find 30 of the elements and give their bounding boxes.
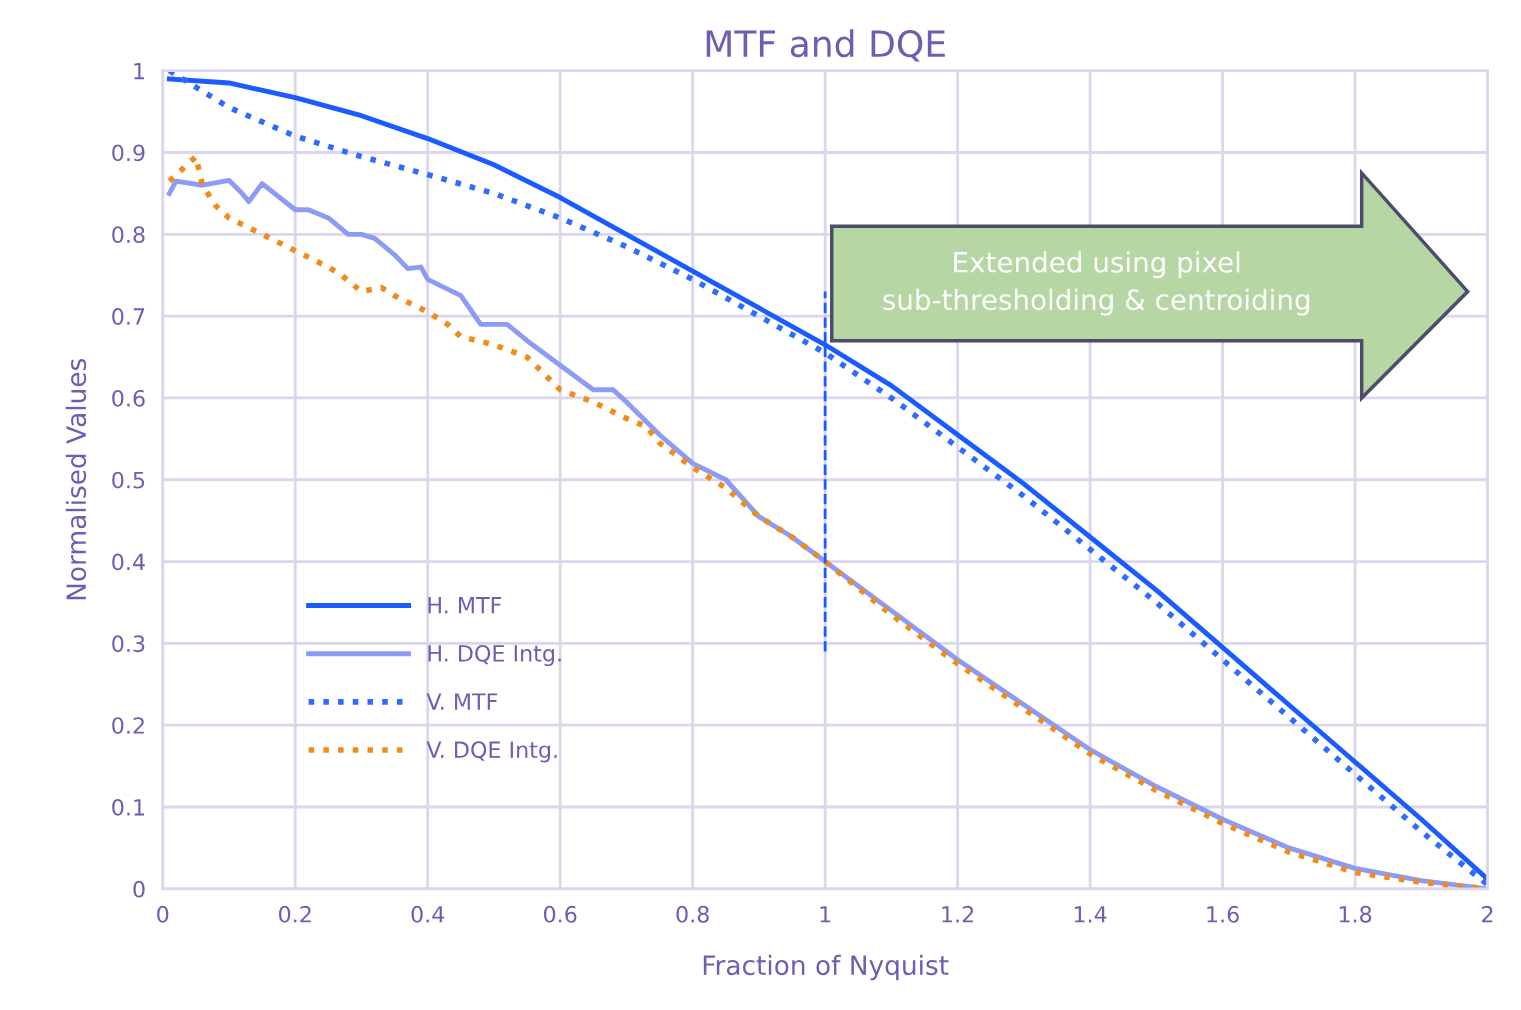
y-tick-label: 0.9 bbox=[112, 144, 145, 162]
legend-label: H. MTF bbox=[428, 597, 502, 614]
x-tick-label: 0.4 bbox=[411, 905, 445, 923]
annotation: Extended using pixel sub-thresholding & centroiding bbox=[883, 251, 1310, 316]
y-tick-label: 0.1 bbox=[112, 798, 145, 816]
legend-label: H. DQE Intg. bbox=[428, 644, 561, 667]
legend-label: V. MTF bbox=[426, 693, 498, 710]
x-axis-title: Fraction of Nyquist bbox=[703, 954, 949, 981]
x-tick-label: 1.4 bbox=[1074, 906, 1107, 923]
x-tick-label: 1.6 bbox=[1207, 905, 1239, 923]
chart-title: MTF and DQE bbox=[706, 29, 945, 62]
y-tick-label: 0.6 bbox=[112, 389, 145, 407]
x-tick-label: 0.2 bbox=[279, 905, 311, 923]
y-tick-label: 0.2 bbox=[112, 717, 144, 734]
x-tick-label: 0.6 bbox=[543, 905, 577, 923]
legend-label: V. DQE Intg. bbox=[426, 741, 557, 763]
x-tick-label: 1 bbox=[820, 906, 831, 923]
x-tick-label: 2 bbox=[1482, 905, 1493, 923]
y-axis-title: Normalised Values bbox=[65, 358, 87, 600]
y-tick-label: 1 bbox=[134, 62, 145, 80]
y-tick-label: 0.7 bbox=[112, 308, 145, 325]
y-tick-label: 0.5 bbox=[112, 471, 145, 489]
y-tick-label: 0.8 bbox=[112, 226, 145, 244]
x-tick-label: 1.2 bbox=[942, 905, 974, 923]
x-tick-label: 1.8 bbox=[1339, 905, 1372, 923]
x-tick-label: 0 bbox=[157, 905, 169, 923]
y-tick-label: 0.3 bbox=[112, 635, 145, 653]
y-tick-label: 0 bbox=[133, 880, 145, 898]
y-tick-label: 0.4 bbox=[112, 553, 145, 571]
x-tick-label: 0.8 bbox=[676, 905, 709, 923]
